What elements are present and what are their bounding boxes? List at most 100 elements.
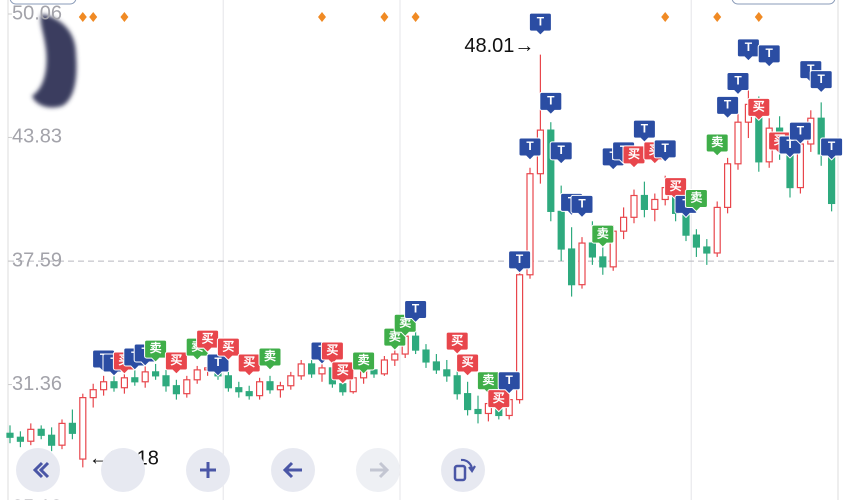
annotation: 48.01→ xyxy=(464,35,534,57)
signal-badge: T xyxy=(518,137,542,161)
signal-label: T xyxy=(786,137,794,151)
signal-label: 卖 xyxy=(264,348,276,363)
signal-badge: T xyxy=(788,121,812,145)
candle-body xyxy=(99,381,108,391)
zoom-in-button[interactable] xyxy=(186,448,230,492)
signal-shape xyxy=(591,224,615,248)
candle-body xyxy=(599,256,607,268)
first-button[interactable] xyxy=(16,448,60,492)
blank-button[interactable] xyxy=(101,448,145,492)
candle-body xyxy=(723,163,732,208)
signal-shape xyxy=(539,91,563,116)
candle-body xyxy=(432,361,440,371)
signal-shape xyxy=(404,299,428,324)
candle-body xyxy=(380,359,388,375)
candle-body xyxy=(651,198,659,210)
candle-body xyxy=(297,363,305,377)
signal-shape xyxy=(653,139,677,163)
candle-body xyxy=(557,210,565,250)
candle-body xyxy=(162,375,170,387)
top-right-tab xyxy=(731,0,836,5)
signal-badge: 买 xyxy=(216,337,240,361)
candle-body xyxy=(193,369,201,381)
signal-badge: 买 xyxy=(445,331,469,355)
signal-label: T xyxy=(745,40,753,54)
y-tick-label: 37.59 xyxy=(12,249,62,271)
signal-label: T xyxy=(807,62,815,76)
candle-body xyxy=(526,173,534,276)
signal-badge: T xyxy=(549,141,573,165)
signal-label: T xyxy=(797,123,805,137)
signal-label: T xyxy=(516,252,524,266)
top-marker xyxy=(78,12,87,22)
candle-body xyxy=(89,389,97,399)
signal-badge: T xyxy=(632,119,656,143)
signal-label: 卖 xyxy=(150,340,162,355)
signal-label: 买 xyxy=(222,339,234,353)
signal-shape xyxy=(757,44,781,68)
signal-shape xyxy=(258,347,282,371)
scribble xyxy=(32,14,77,108)
signal-badge: 买 xyxy=(747,97,771,122)
signal-badge: T xyxy=(508,250,532,274)
y-tick-label: 50.06 xyxy=(12,2,62,24)
candle-body xyxy=(713,206,721,254)
candle-body xyxy=(412,335,420,351)
candle-body xyxy=(256,381,264,397)
signal-badge: 买 xyxy=(320,341,344,365)
candle-body xyxy=(547,129,555,212)
candle-body xyxy=(630,194,638,218)
signal-label: 买 xyxy=(243,355,255,369)
candle-body xyxy=(266,381,274,391)
signal-badge: 卖 xyxy=(591,224,615,248)
signal-badge: 买 xyxy=(664,177,688,201)
signal-label: 卖 xyxy=(711,134,723,149)
candle-body xyxy=(588,242,597,258)
signal-shape xyxy=(788,121,812,145)
candle-body xyxy=(235,387,243,393)
signal-label: 买 xyxy=(462,355,474,369)
signal-badge: T xyxy=(570,194,594,219)
signal-shape xyxy=(716,95,740,120)
signal-label: T xyxy=(578,197,586,211)
signal-label: T xyxy=(214,355,222,369)
signal-label: 买 xyxy=(326,343,338,357)
signal-label: 买 xyxy=(493,391,505,405)
candle-body xyxy=(734,121,742,165)
signal-badge: T xyxy=(716,95,740,120)
candle-body xyxy=(515,274,524,401)
signal-badge: 卖 xyxy=(705,133,729,157)
rotate-button[interactable] xyxy=(441,448,485,492)
top-marker xyxy=(661,12,670,22)
signal-shape xyxy=(747,97,771,122)
signal-shape xyxy=(684,188,708,213)
signal-label: 卖 xyxy=(690,190,702,205)
candle-body xyxy=(172,385,180,395)
signal-shape xyxy=(726,72,750,96)
signal-badge: T xyxy=(726,72,750,96)
candle-body xyxy=(422,349,430,363)
candle-body xyxy=(79,397,87,460)
signal-shape xyxy=(144,339,168,363)
signal-label: 卖 xyxy=(597,225,609,240)
signal-shape xyxy=(820,137,843,161)
signal-badge: T xyxy=(404,299,428,324)
signal-shape xyxy=(196,329,220,353)
candle-body xyxy=(640,194,649,210)
candle-body xyxy=(619,216,628,232)
candle-body xyxy=(152,371,160,377)
signal-badge: T xyxy=(757,44,781,68)
y-tick-label: 43.83 xyxy=(12,126,62,148)
candle-body xyxy=(339,383,347,393)
candle-body xyxy=(474,408,482,415)
signal-shape xyxy=(809,70,833,94)
back-button[interactable] xyxy=(271,448,315,492)
signal-shape xyxy=(216,337,240,361)
signal-badge: 卖 xyxy=(144,339,168,363)
top-marker xyxy=(89,12,98,22)
signal-badge: T xyxy=(528,12,552,36)
forward-button[interactable] xyxy=(356,448,400,492)
candle-body xyxy=(120,377,129,389)
candle-body xyxy=(308,363,316,375)
signal-label: T xyxy=(734,74,742,88)
